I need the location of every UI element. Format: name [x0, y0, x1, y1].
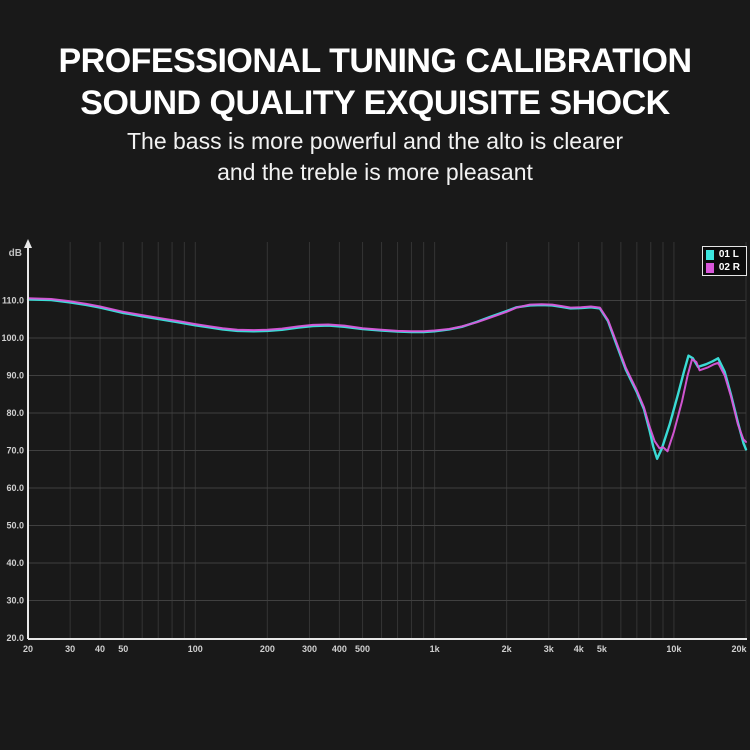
x-tick-label: 20k [731, 644, 747, 654]
x-tick-label: 300 [302, 644, 317, 654]
y-tick-label: 40.0 [6, 558, 24, 568]
y-axis-arrow-icon [24, 239, 32, 248]
subtitle-line-1: The bass is more powerful and the alto i… [126, 128, 624, 154]
y-tick-label: 60.0 [6, 483, 24, 493]
y-tick-label: 50.0 [6, 521, 24, 531]
y-tick-label: 70.0 [6, 446, 24, 456]
legend-label: 01 L [718, 249, 739, 260]
x-tick-label: 500 [355, 644, 370, 654]
subtitle-line-2: and the treble is more pleasant [217, 159, 533, 185]
legend-swatch-icon [705, 249, 714, 260]
x-tick-label: 100 [188, 644, 203, 654]
x-tick-label: 1k [430, 644, 441, 654]
y-tick-label: 80.0 [6, 408, 24, 418]
headline-line-1: PROFESSIONAL TUNING CALIBRATION [58, 42, 692, 80]
x-tick-label: 5k [597, 644, 608, 654]
legend-item: 01 L [705, 249, 740, 260]
y-tick-label: 100.0 [1, 333, 24, 343]
x-tick-label: 20 [23, 644, 33, 654]
legend-swatch-icon [705, 262, 714, 273]
headline-line-2: SOUND QUALITY EXQUISITE SHOCK [80, 84, 670, 122]
chart-canvas: 110.0 100.0 90.0 80.0 70.0 60.0 50.0 40.0 30.0 20… [1, 239, 748, 654]
y-tick-label: 20.0 [6, 633, 24, 643]
y-axis-unit-label: dB [9, 248, 22, 259]
x-tick-label: 2k [502, 644, 513, 654]
x-tick-label: 50 [118, 644, 128, 654]
x-tick-label: 3k [544, 644, 555, 654]
x-tick-label: 200 [260, 644, 275, 654]
series-line-02-R [27, 297, 747, 453]
x-tick-label: 40 [95, 644, 105, 654]
x-tick-label: 10k [666, 644, 682, 654]
legend-item: 02 R [705, 262, 740, 273]
y-tick-label: 90.0 [6, 371, 24, 381]
x-tick-label: 4k [574, 644, 585, 654]
series-line-01-L [26, 298, 748, 461]
frequency-response-chart: 110.0 100.0 90.0 80.0 70.0 60.0 50.0 40.0 30.0 20… [0, 238, 750, 668]
y-tick-label: 30.0 [6, 596, 24, 606]
chart-legend: 01 L 02 R [701, 246, 747, 276]
x-tick-label: 30 [65, 644, 75, 654]
x-tick-label: 400 [332, 644, 347, 654]
legend-label: 02 R [718, 262, 740, 273]
y-tick-label: 110.0 [2, 296, 24, 306]
